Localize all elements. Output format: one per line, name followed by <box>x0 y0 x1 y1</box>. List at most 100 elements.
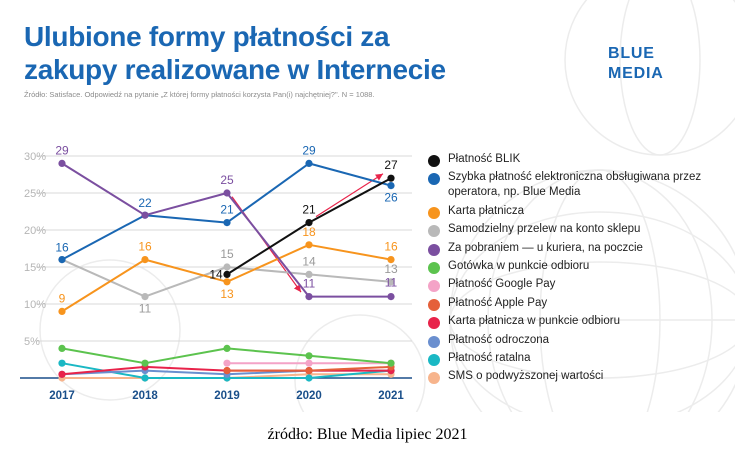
legend-label: Płatność ratalna <box>448 351 531 364</box>
legend-item: Płatność ratalna <box>428 351 728 366</box>
chart-title-line-2: zakupy realizowane w Internecie <box>24 54 446 85</box>
chart-data-labels: 14 21 27 16 22 21 29 26 9 16 13 18 16 11 15 14 13 29 25 11 1… <box>55 143 398 315</box>
x-tick-label: 2017 <box>49 390 75 402</box>
data-label: 21 <box>302 203 316 217</box>
source-caption: źródło: Blue Media lipiec 2021 <box>267 426 468 443</box>
data-label: 14 <box>302 254 316 268</box>
data-point <box>387 182 395 190</box>
data-point <box>223 344 231 352</box>
background-globe-decoration <box>39 0 735 412</box>
y-tick-label: 10% <box>24 299 46 311</box>
legend-swatch <box>428 243 440 256</box>
data-label: 27 <box>384 158 398 172</box>
data-label: 15 <box>220 247 234 261</box>
data-point <box>141 211 149 219</box>
data-point <box>305 270 313 278</box>
data-label: 29 <box>55 143 69 157</box>
legend-swatch <box>428 173 440 186</box>
x-tick-label: 2018 <box>132 390 158 402</box>
data-label: 11 <box>385 276 398 290</box>
data-point <box>387 174 395 182</box>
legend-item: Samodzielny przelew na konto sklepu <box>428 222 728 238</box>
data-label: 16 <box>55 241 69 255</box>
data-point <box>305 159 313 167</box>
line-chart: 5% 10% 15% 20% 25% 30% 2017 2018 2019 2020 2021 14… <box>20 143 412 402</box>
legend-swatch <box>428 298 440 311</box>
data-label: 9 <box>59 291 66 305</box>
legend-swatch <box>428 225 440 238</box>
data-point <box>305 241 313 249</box>
x-tick-label: 2019 <box>214 390 240 402</box>
data-label: 16 <box>384 240 398 254</box>
data-point <box>58 256 66 264</box>
data-point <box>141 293 149 301</box>
legend-item: Płatność Apple Pay <box>428 296 728 311</box>
chart-title: Ulubione formy płatności za zakupy reali… <box>24 20 446 86</box>
data-point <box>58 344 66 352</box>
legend-item: Płatność BLIK <box>428 152 728 167</box>
y-tick-label: 25% <box>24 188 46 200</box>
data-label: 22 <box>138 196 152 210</box>
x-tick-label: 2020 <box>296 390 322 402</box>
y-tick-label: 5% <box>24 336 40 348</box>
legend-label: Samodzielny przelew na konto sklepu <box>448 223 641 236</box>
data-label: 29 <box>302 143 316 157</box>
data-label: 16 <box>138 240 152 254</box>
y-tick-label: 20% <box>24 225 46 237</box>
data-point <box>141 374 149 382</box>
data-point <box>305 359 313 367</box>
data-point <box>141 256 149 264</box>
data-point <box>58 159 66 167</box>
chart-title-line-1: Ulubione formy płatności za <box>24 21 390 52</box>
legend-item: SMS o podwyższonej wartości <box>428 369 728 385</box>
chart-series <box>58 159 395 382</box>
legend-swatch <box>428 280 440 293</box>
data-point <box>387 293 395 301</box>
data-point <box>223 359 231 367</box>
data-point <box>223 367 231 375</box>
legend-item: Gotówka w punkcie odbioru <box>428 259 728 274</box>
legend-label: SMS o podwyższonej wartości <box>448 370 604 383</box>
legend-label: Płatność Apple Pay <box>448 296 548 309</box>
brand-line-2: MEDIA <box>608 65 664 82</box>
data-point <box>305 293 313 301</box>
data-label: 18 <box>302 225 316 239</box>
brand-line-1: BLUE <box>608 45 655 62</box>
legend-swatch <box>428 335 440 348</box>
data-label: 11 <box>139 302 152 316</box>
data-point <box>387 278 395 286</box>
legend-swatch <box>428 317 440 330</box>
legend-label: Płatność odroczona <box>448 333 550 346</box>
data-point <box>387 359 395 367</box>
x-tick-label: 2021 <box>378 390 404 402</box>
legend-label: Płatność BLIK <box>448 153 521 165</box>
legend-swatch <box>428 353 440 366</box>
data-point <box>305 374 313 382</box>
legend-swatch <box>428 155 440 167</box>
infographic-card: Ulubione formy płatności za zakupy reali… <box>20 0 735 412</box>
data-point <box>305 219 313 227</box>
legend-label: Karta płatnicza w punkcie odbioru <box>448 315 620 328</box>
legend-item: Za pobraniem — u kuriera, na poczcie <box>428 241 728 256</box>
data-point <box>223 219 231 227</box>
data-label: 13 <box>384 262 398 276</box>
chart-legend: Płatność BLIK Szybka płatność elektronicz… <box>428 152 728 388</box>
data-label: 25 <box>220 173 234 187</box>
legend-swatch <box>428 261 440 274</box>
data-label: 26 <box>384 191 398 205</box>
data-point <box>387 256 395 264</box>
chart-axes: 5% 10% 15% 20% 25% 30% 2017 2018 2019 2020 2021 <box>20 151 412 402</box>
legend-item: Szybka płatność elektroniczna obsługiwan… <box>428 170 728 200</box>
data-point <box>305 352 313 360</box>
legend-label: Płatność Google Pay <box>448 278 556 291</box>
legend-item: Płatność odroczona <box>428 333 728 348</box>
data-point <box>305 367 313 375</box>
data-point <box>223 270 231 278</box>
legend-label: Szybka płatność elektroniczna obsługiwan… <box>448 171 702 199</box>
data-point <box>223 278 231 286</box>
data-label: 11 <box>303 277 316 291</box>
data-label: 14 <box>209 267 223 281</box>
data-point <box>58 307 66 315</box>
legend-item: Karta płatnicza w punkcie odbioru <box>428 314 728 330</box>
data-point <box>223 263 231 271</box>
